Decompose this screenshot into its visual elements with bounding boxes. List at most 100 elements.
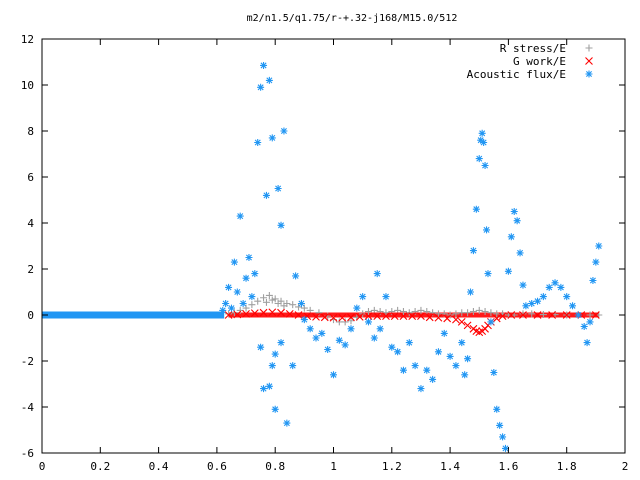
x-tick-label: 1 — [330, 460, 337, 473]
g-work-point — [408, 312, 417, 321]
r-stress-point — [382, 309, 390, 317]
x-tick-label: 0.8 — [265, 460, 285, 473]
acoustic-flux-point — [382, 293, 390, 301]
acoustic-flux-point — [280, 127, 288, 135]
x-tick-label: 1.2 — [382, 460, 402, 473]
r-stress-point — [364, 308, 372, 316]
acoustic-flux-point — [501, 444, 509, 452]
legend-label-r-stress: R stress/E — [500, 42, 566, 55]
acoustic-flux-point — [262, 191, 270, 199]
x-tick-label: 0 — [39, 460, 46, 473]
y-tick-label: 2 — [27, 263, 34, 276]
g-work-point — [417, 312, 425, 321]
acoustic-flux-point — [580, 323, 588, 330]
r-stress-point — [399, 308, 407, 316]
acoustic-flux-point — [467, 288, 475, 296]
acoustic-flux-point — [271, 405, 279, 413]
g-work-point — [294, 311, 303, 319]
g-work-point — [434, 313, 443, 322]
y-tick-label: 12 — [21, 33, 34, 46]
r-stress-point — [469, 308, 477, 316]
acoustic-flux-point — [483, 226, 491, 234]
acoustic-flux-point — [458, 339, 466, 347]
g-work-point — [320, 313, 329, 322]
acoustic-flux-point — [574, 311, 582, 319]
acoustic-flux-point — [528, 300, 536, 307]
acoustic-flux-point — [257, 83, 265, 91]
g-work-point — [233, 310, 242, 319]
acoustic-flux-point — [347, 325, 355, 333]
acoustic-flux-point — [434, 348, 442, 356]
acoustic-flux-point — [411, 362, 419, 370]
y-tick-label: -4 — [21, 401, 35, 414]
g-work-point — [443, 314, 452, 323]
y-tick-label: -2 — [21, 355, 34, 368]
acoustic-flux-point — [359, 293, 367, 301]
chart-title: m2/n1.5/q1.75/r-+.32-j168/M15.0/512 — [247, 13, 458, 24]
acoustic-flux-point — [257, 343, 265, 351]
acoustic-flux-point — [394, 348, 402, 356]
r-stress-point — [464, 309, 472, 317]
acoustic-flux-point — [595, 242, 603, 250]
legend-marker-acoustic-flux — [585, 70, 593, 78]
acoustic-flux-point — [230, 258, 238, 266]
acoustic-flux-point — [227, 304, 235, 312]
x-tick-label: 1.8 — [557, 460, 577, 473]
acoustic-flux-point — [399, 366, 407, 374]
acoustic-flux-point — [499, 433, 507, 441]
g-work-point — [312, 312, 320, 321]
r-stress-point — [315, 309, 323, 317]
y-tick-label: 0 — [27, 309, 34, 322]
g-work-point — [347, 313, 355, 322]
acoustic-flux-point — [318, 329, 326, 337]
r-stress-point — [277, 297, 285, 305]
g-work-point — [533, 311, 542, 319]
g-work-point — [507, 311, 516, 319]
acoustic-flux-point — [478, 129, 486, 137]
acoustic-flux-point — [461, 371, 469, 379]
g-work-point — [259, 308, 268, 317]
r-stress-point — [519, 310, 527, 318]
acoustic-flux-point — [405, 339, 413, 347]
r-stress-point — [268, 296, 276, 304]
acoustic-flux-baseline-mark — [42, 311, 225, 319]
y-tick-label: 4 — [27, 217, 34, 230]
acoustic-flux-point — [446, 352, 454, 360]
r-stress-point — [586, 311, 594, 319]
acoustic-flux-point — [507, 233, 515, 241]
acoustic-flux-point — [268, 362, 276, 370]
acoustic-flux-point — [388, 343, 396, 351]
plot-marks — [42, 61, 603, 452]
acoustic-flux-point — [353, 304, 361, 312]
acoustic-flux-point — [557, 283, 565, 291]
acoustic-flux-point — [516, 249, 524, 257]
acoustic-flux-point — [274, 185, 282, 192]
r-stress-point — [341, 318, 349, 326]
g-work-point — [452, 315, 460, 324]
acoustic-flux-point — [251, 270, 259, 278]
r-stress-point — [347, 317, 355, 325]
g-work-point — [492, 314, 501, 323]
g-work-point — [382, 312, 390, 321]
acoustic-flux-point — [265, 76, 273, 84]
g-work-point — [329, 313, 338, 322]
acoustic-flux-point — [260, 385, 268, 393]
acoustic-flux-point — [283, 419, 291, 427]
acoustic-flux-point — [265, 382, 273, 390]
acoustic-flux-point — [589, 277, 597, 284]
g-work-point — [338, 313, 347, 322]
g-work-point — [224, 311, 233, 319]
acoustic-flux-point — [510, 208, 518, 215]
acoustic-flux-point — [248, 293, 256, 301]
acoustic-flux-point — [513, 217, 521, 225]
r-stress-point — [452, 310, 460, 318]
acoustic-flux-point — [373, 270, 381, 278]
acoustic-flux-point — [324, 346, 332, 353]
r-stress-point — [248, 301, 256, 309]
g-work-point — [519, 311, 527, 319]
acoustic-flux-point — [260, 61, 268, 69]
acoustic-flux-point — [222, 300, 230, 307]
r-stress-point — [265, 291, 273, 299]
acoustic-flux-point — [592, 258, 600, 266]
